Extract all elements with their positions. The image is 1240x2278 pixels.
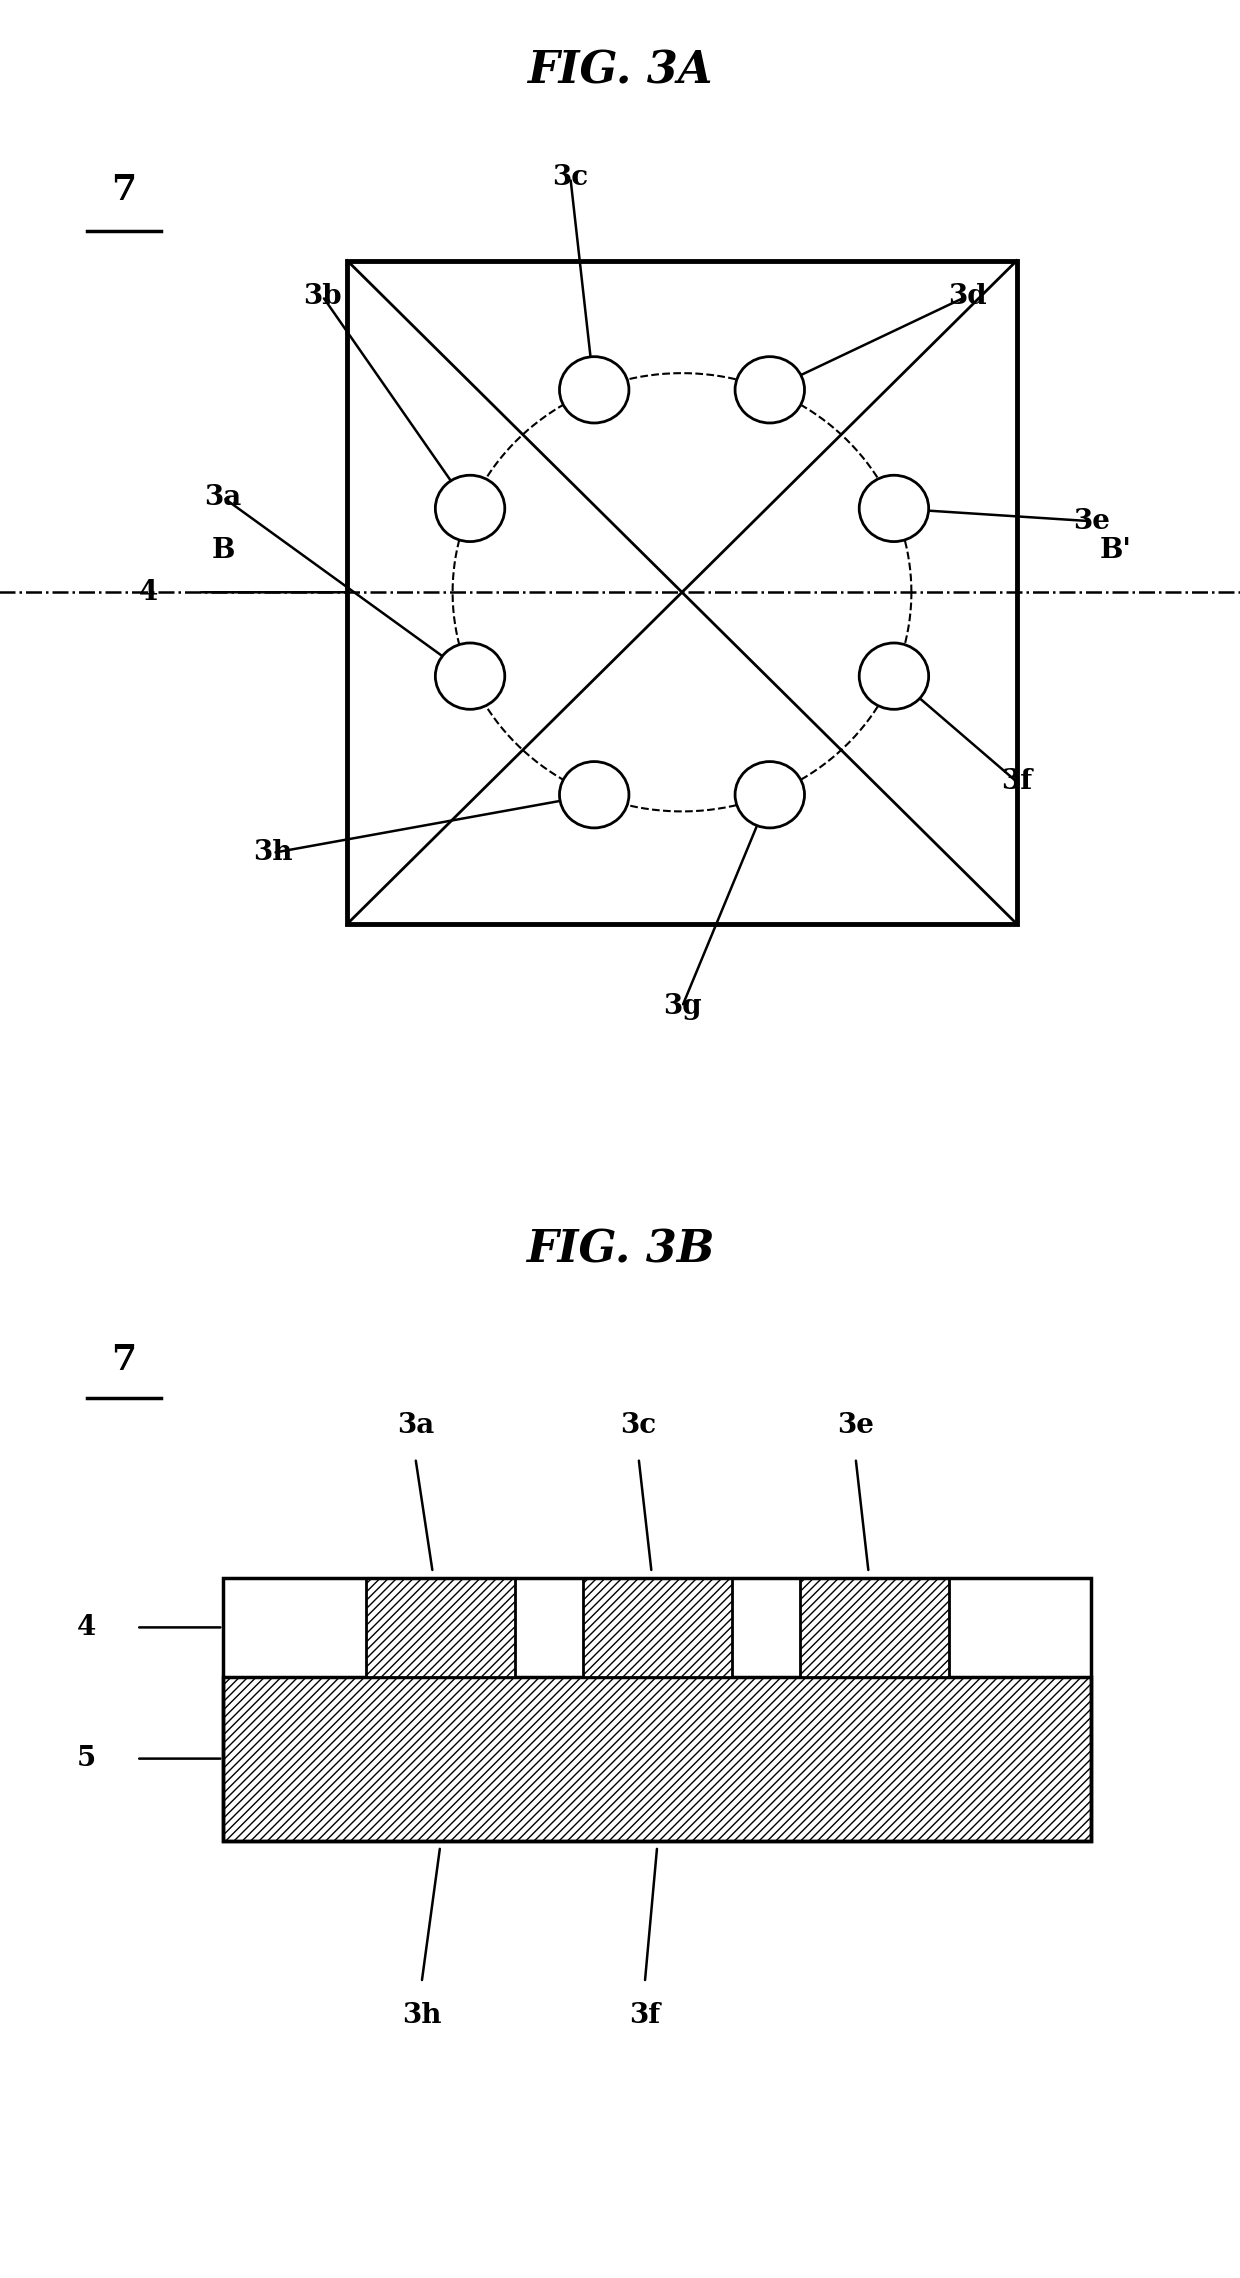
Bar (583, 1579, 732, 1677)
Bar (366, 1579, 515, 1677)
Text: 3d: 3d (947, 282, 987, 310)
Text: 3b: 3b (303, 282, 342, 310)
Text: 3c: 3c (620, 1412, 657, 1440)
Text: 3f: 3f (1001, 768, 1033, 795)
Bar (800, 1579, 949, 1677)
Bar (223, 1677, 1091, 1841)
Circle shape (435, 476, 505, 542)
Text: 3a: 3a (205, 483, 242, 510)
Bar (223, 1677, 1091, 1841)
Circle shape (735, 358, 805, 424)
Text: 7: 7 (112, 173, 136, 207)
Circle shape (435, 642, 505, 708)
Text: 7: 7 (112, 1342, 136, 1376)
Bar (347, 260, 1017, 925)
Circle shape (559, 761, 629, 827)
Text: 3e: 3e (1073, 508, 1110, 535)
Text: 3e: 3e (837, 1412, 874, 1440)
Bar (366, 1579, 515, 1677)
Circle shape (859, 476, 929, 542)
Text: FIG. 3A: FIG. 3A (527, 50, 713, 93)
Text: FIG. 3B: FIG. 3B (526, 1228, 714, 1271)
Text: 3a: 3a (397, 1412, 434, 1440)
Text: B': B' (1100, 538, 1132, 565)
Text: 3g: 3g (662, 993, 702, 1021)
Text: 3h: 3h (253, 838, 293, 866)
Circle shape (735, 761, 805, 827)
Bar (800, 1579, 949, 1677)
Bar (583, 1579, 732, 1677)
Bar (223, 1579, 1091, 1841)
Text: 3h: 3h (402, 2002, 441, 2030)
Circle shape (559, 358, 629, 424)
Text: 3f: 3f (629, 2002, 661, 2030)
Text: 3c: 3c (552, 164, 589, 191)
Text: 5: 5 (77, 1745, 97, 1772)
Text: 4: 4 (139, 579, 159, 606)
Text: B: B (212, 538, 234, 565)
Text: 4: 4 (77, 1613, 97, 1640)
Circle shape (859, 642, 929, 708)
